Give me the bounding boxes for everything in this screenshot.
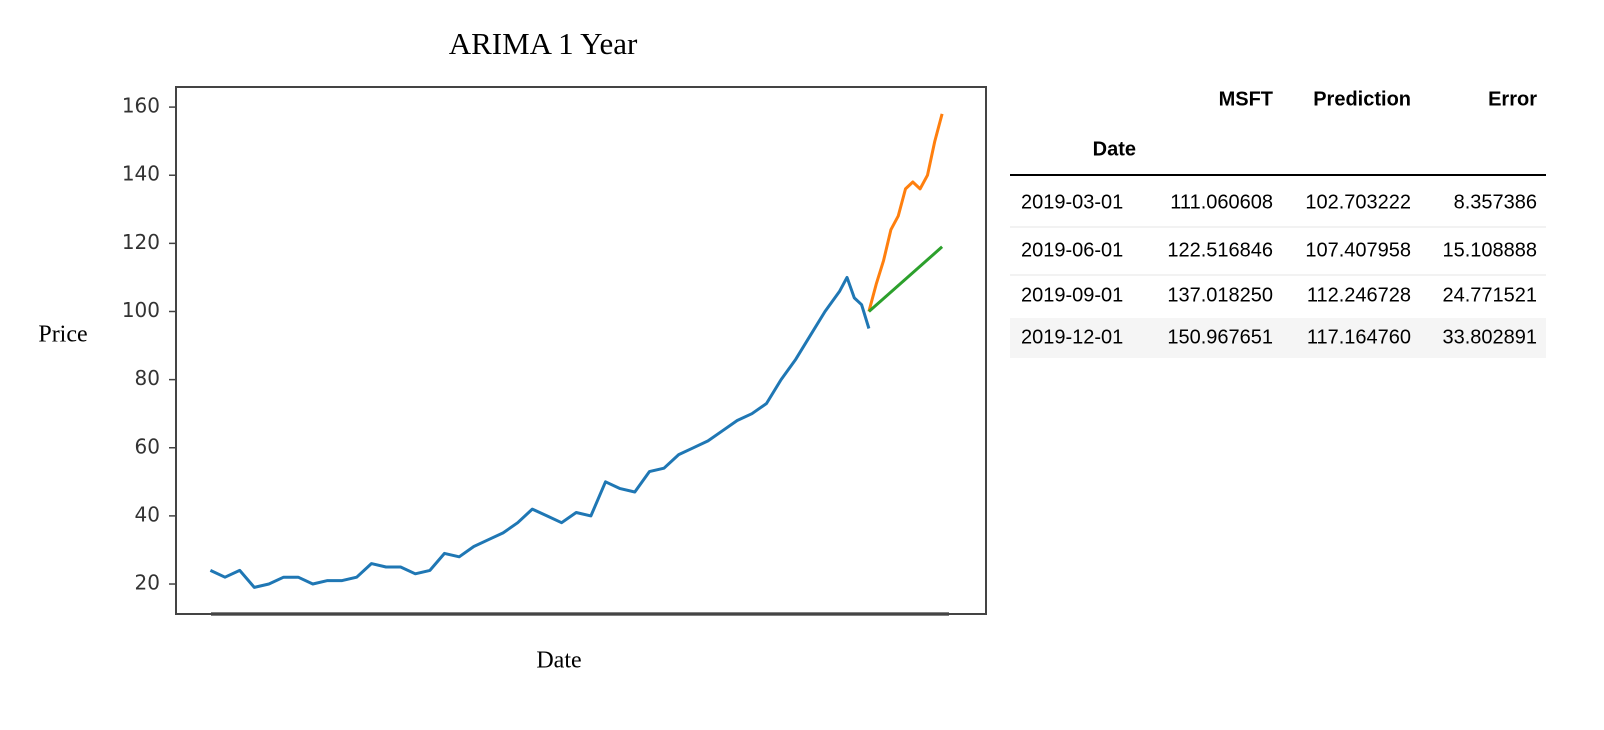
series-line (867, 113, 944, 312)
cell: 24.771521 (1442, 284, 1537, 306)
plot-frame (175, 86, 987, 615)
x-axis-label: Date (536, 648, 581, 674)
cell: 107.407958 (1305, 239, 1411, 261)
chart-title: ARIMA 1 Year (449, 26, 638, 61)
cell: 117.164760 (1307, 326, 1411, 348)
row-index: 2019-06-01 (1021, 239, 1123, 261)
series-line (209, 275, 871, 589)
index-header: Date (1093, 138, 1136, 160)
y-tick-label: 160 (122, 94, 160, 118)
y-axis-label: Price (38, 322, 87, 348)
y-tick-label: 20 (135, 571, 160, 595)
table: MSFT Prediction Error Date 2019-03-01 111.060… (1010, 88, 1546, 358)
column-header: Error (1488, 88, 1537, 110)
row-index: 2019-12-01 (1021, 326, 1123, 348)
cell: 137.018250 (1167, 284, 1273, 306)
row-index: 2019-03-01 (1021, 191, 1123, 213)
cell: 150.967651 (1167, 326, 1273, 348)
series-line (867, 245, 944, 313)
cell: 122.516846 (1167, 239, 1273, 261)
cell: 102.703222 (1305, 191, 1411, 213)
cell: 8.357386 (1454, 191, 1537, 213)
y-tick-label: 80 (135, 366, 160, 390)
y-tick-label: 100 (122, 298, 160, 322)
row-index: 2019-09-01 (1021, 284, 1123, 306)
y-tick-label: 40 (135, 502, 160, 526)
cell: 112.246728 (1307, 284, 1411, 306)
column-header: Prediction (1313, 88, 1411, 110)
y-tick-label: 60 (135, 434, 160, 458)
cell: 33.802891 (1442, 326, 1537, 348)
cell: 15.108888 (1442, 239, 1537, 261)
y-tick-label: 140 (122, 162, 160, 186)
column-header: MSFT (1219, 88, 1273, 110)
y-tick-label: 120 (122, 230, 160, 254)
row-shade (1010, 318, 1546, 358)
cell: 111.060608 (1170, 191, 1273, 213)
